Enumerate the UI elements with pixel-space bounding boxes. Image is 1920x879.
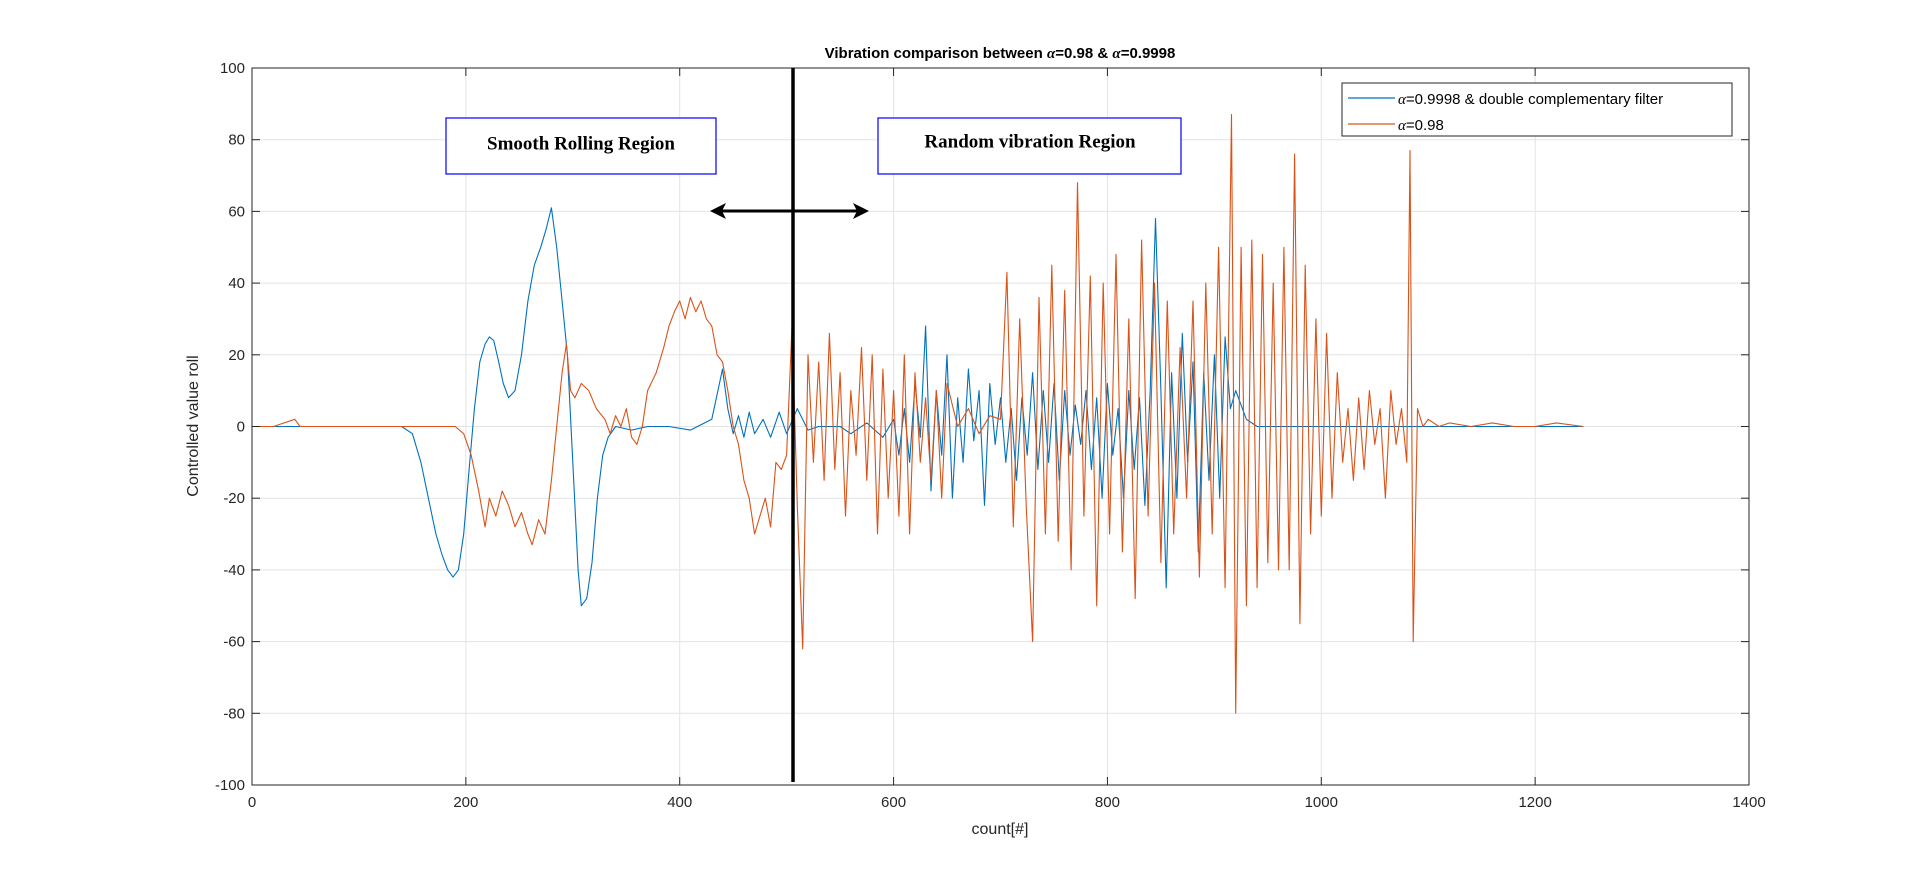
y-tick-label: -80 [223,705,245,722]
ticks: 0 200 400 600 800 1000 1200 1400-100-80-60-40-2… [215,60,1766,811]
series-layer [252,114,1584,714]
y-tick-label: 0 [237,419,245,436]
legend-label-series-2: α=0.98 [1398,117,1444,134]
x-axis-label: count[#] [972,821,1029,838]
y-tick-label: 80 [228,132,245,149]
x-tick-label: 1200 [1518,794,1551,811]
x-tick-label: 200 [453,794,478,811]
x-tick-label: 800 [1095,794,1120,811]
random-region-box [877,117,1182,175]
legend: α=0.9998 & double complementary filter α… [1341,82,1733,137]
y-tick-label: 100 [220,60,245,77]
x-tick-label: 400 [667,794,692,811]
y-axis-label: Controlled value roll [185,355,202,496]
y-tick-label: -40 [223,562,245,579]
x-tick-label: 0 [248,794,256,811]
smooth-region-label: Smooth Rolling Region [487,133,675,154]
random-region-label: Random vibration Region [924,131,1136,152]
y-tick-label: -100 [215,777,245,794]
y-tick-label: -20 [223,490,245,507]
smooth-region-box [445,117,717,175]
arrow-head-left [710,203,726,219]
legend-label-series-1: α=0.9998 & double complementary filter [1398,91,1663,108]
y-tick-label: -60 [223,634,245,651]
arrow-head-right [853,203,869,219]
series-line-1 [252,207,1584,607]
y-tick-label: 40 [228,275,245,292]
x-tick-label: 600 [881,794,906,811]
chart-title: Vibration comparison between α=0.98 & α=… [825,45,1176,62]
x-tick-label: 1400 [1732,794,1765,811]
legend-box [1341,82,1733,137]
x-tick-label: 1000 [1305,794,1338,811]
y-tick-label: 60 [228,203,245,220]
y-tick-label: 20 [228,347,245,364]
series-line-2 [252,114,1584,714]
